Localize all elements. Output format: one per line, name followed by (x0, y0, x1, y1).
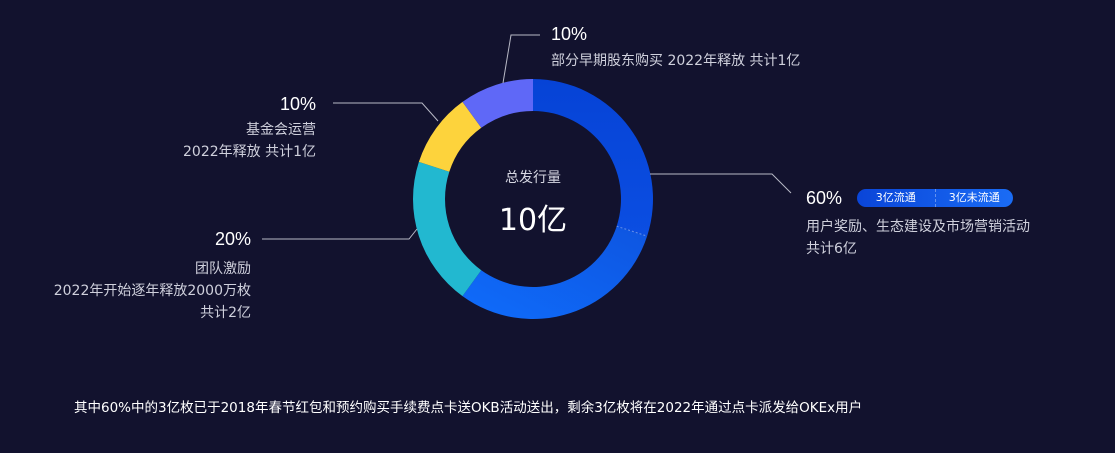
segment-foundation (418, 101, 482, 172)
footnote: 其中60%中的3亿枚已于2018年春节红包和预约购买手续费点卡送OKB活动送出，… (74, 400, 863, 416)
segment-users-circulating (533, 79, 654, 237)
leader-line-users (650, 173, 792, 194)
team-desc-2: 2022年开始逐年释放2000万枚 (53, 283, 251, 299)
segment-shareholders (462, 79, 533, 128)
team-percent: 20% (214, 229, 251, 249)
team-desc-3: 共计2亿 (200, 305, 251, 321)
foundation-desc-1: 基金会运营 (246, 122, 316, 138)
leader-line-foundation (333, 102, 439, 122)
badge-non-circulating: 3亿未流通 (948, 191, 1000, 204)
center-value: 10亿 (498, 203, 568, 238)
leader-line-shareholders (502, 34, 540, 84)
shareholders-desc: 部分早期股东购买 2022年释放 共计1亿 (551, 53, 801, 69)
segment-team (413, 161, 482, 297)
shareholders-percent: 10% (551, 24, 588, 44)
foundation-percent: 10% (279, 94, 316, 114)
team-desc-1: 团队激励 (195, 261, 251, 277)
leader-line-team (262, 228, 418, 240)
segment-users-non-circulating (462, 226, 648, 319)
foundation-desc-2: 2022年释放 共计1亿 (183, 144, 316, 160)
badge-circulating: 3亿流通 (857, 189, 936, 207)
users-percent: 60% (806, 188, 843, 208)
center-label: 总发行量 (505, 170, 561, 186)
users-desc-1: 用户奖励、生态建设及市场营销活动 (806, 219, 1030, 235)
users-desc-2: 共计6亿 (806, 241, 857, 257)
circulation-badge: 3亿流通 3亿未流通 (857, 189, 1013, 207)
segment-split-divider (616, 225, 648, 237)
